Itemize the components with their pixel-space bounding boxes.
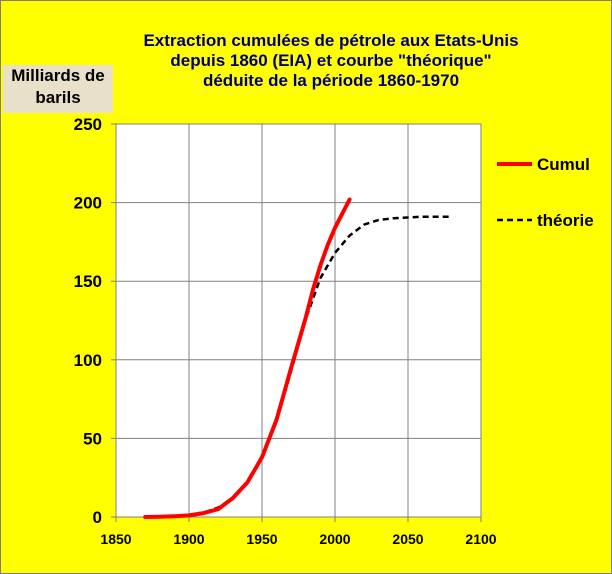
chart-title: Extraction cumulées de pétrole aux Etats… — [111, 31, 551, 91]
y-axis-label-line-2: barils — [35, 88, 81, 107]
chart-title-line-3: déduite de la période 1860-1970 — [202, 71, 460, 90]
y-tick-label: 100 — [74, 351, 102, 370]
y-axis-label-line-1: Milliards de — [11, 66, 105, 85]
y-tick-label: 150 — [74, 272, 102, 291]
chart-title-line-2: depuis 1860 (EIA) et courbe "théorique" — [170, 51, 492, 70]
x-tick-label: 2000 — [319, 531, 350, 547]
series-line-cumul — [143, 197, 352, 519]
y-tick-label: 200 — [74, 194, 102, 213]
x-tick-label: 2100 — [465, 531, 496, 547]
x-tick-label: 1850 — [100, 531, 131, 547]
legend-label: Cumul — [537, 155, 590, 174]
legend-label: théorie — [537, 211, 594, 230]
plot-area — [115, 123, 482, 518]
chart-title-line-1: Extraction cumulées de pétrole aux Etats… — [143, 31, 519, 50]
y-axis-label: Milliards de barils — [3, 65, 113, 113]
y-tick-label: 250 — [74, 115, 102, 134]
x-tick-label: 1950 — [246, 531, 277, 547]
x-tick-label: 1900 — [173, 531, 204, 547]
x-tick-label: 2050 — [392, 531, 423, 547]
y-tick-label: 50 — [83, 429, 102, 448]
y-tick-label: 0 — [93, 508, 102, 527]
